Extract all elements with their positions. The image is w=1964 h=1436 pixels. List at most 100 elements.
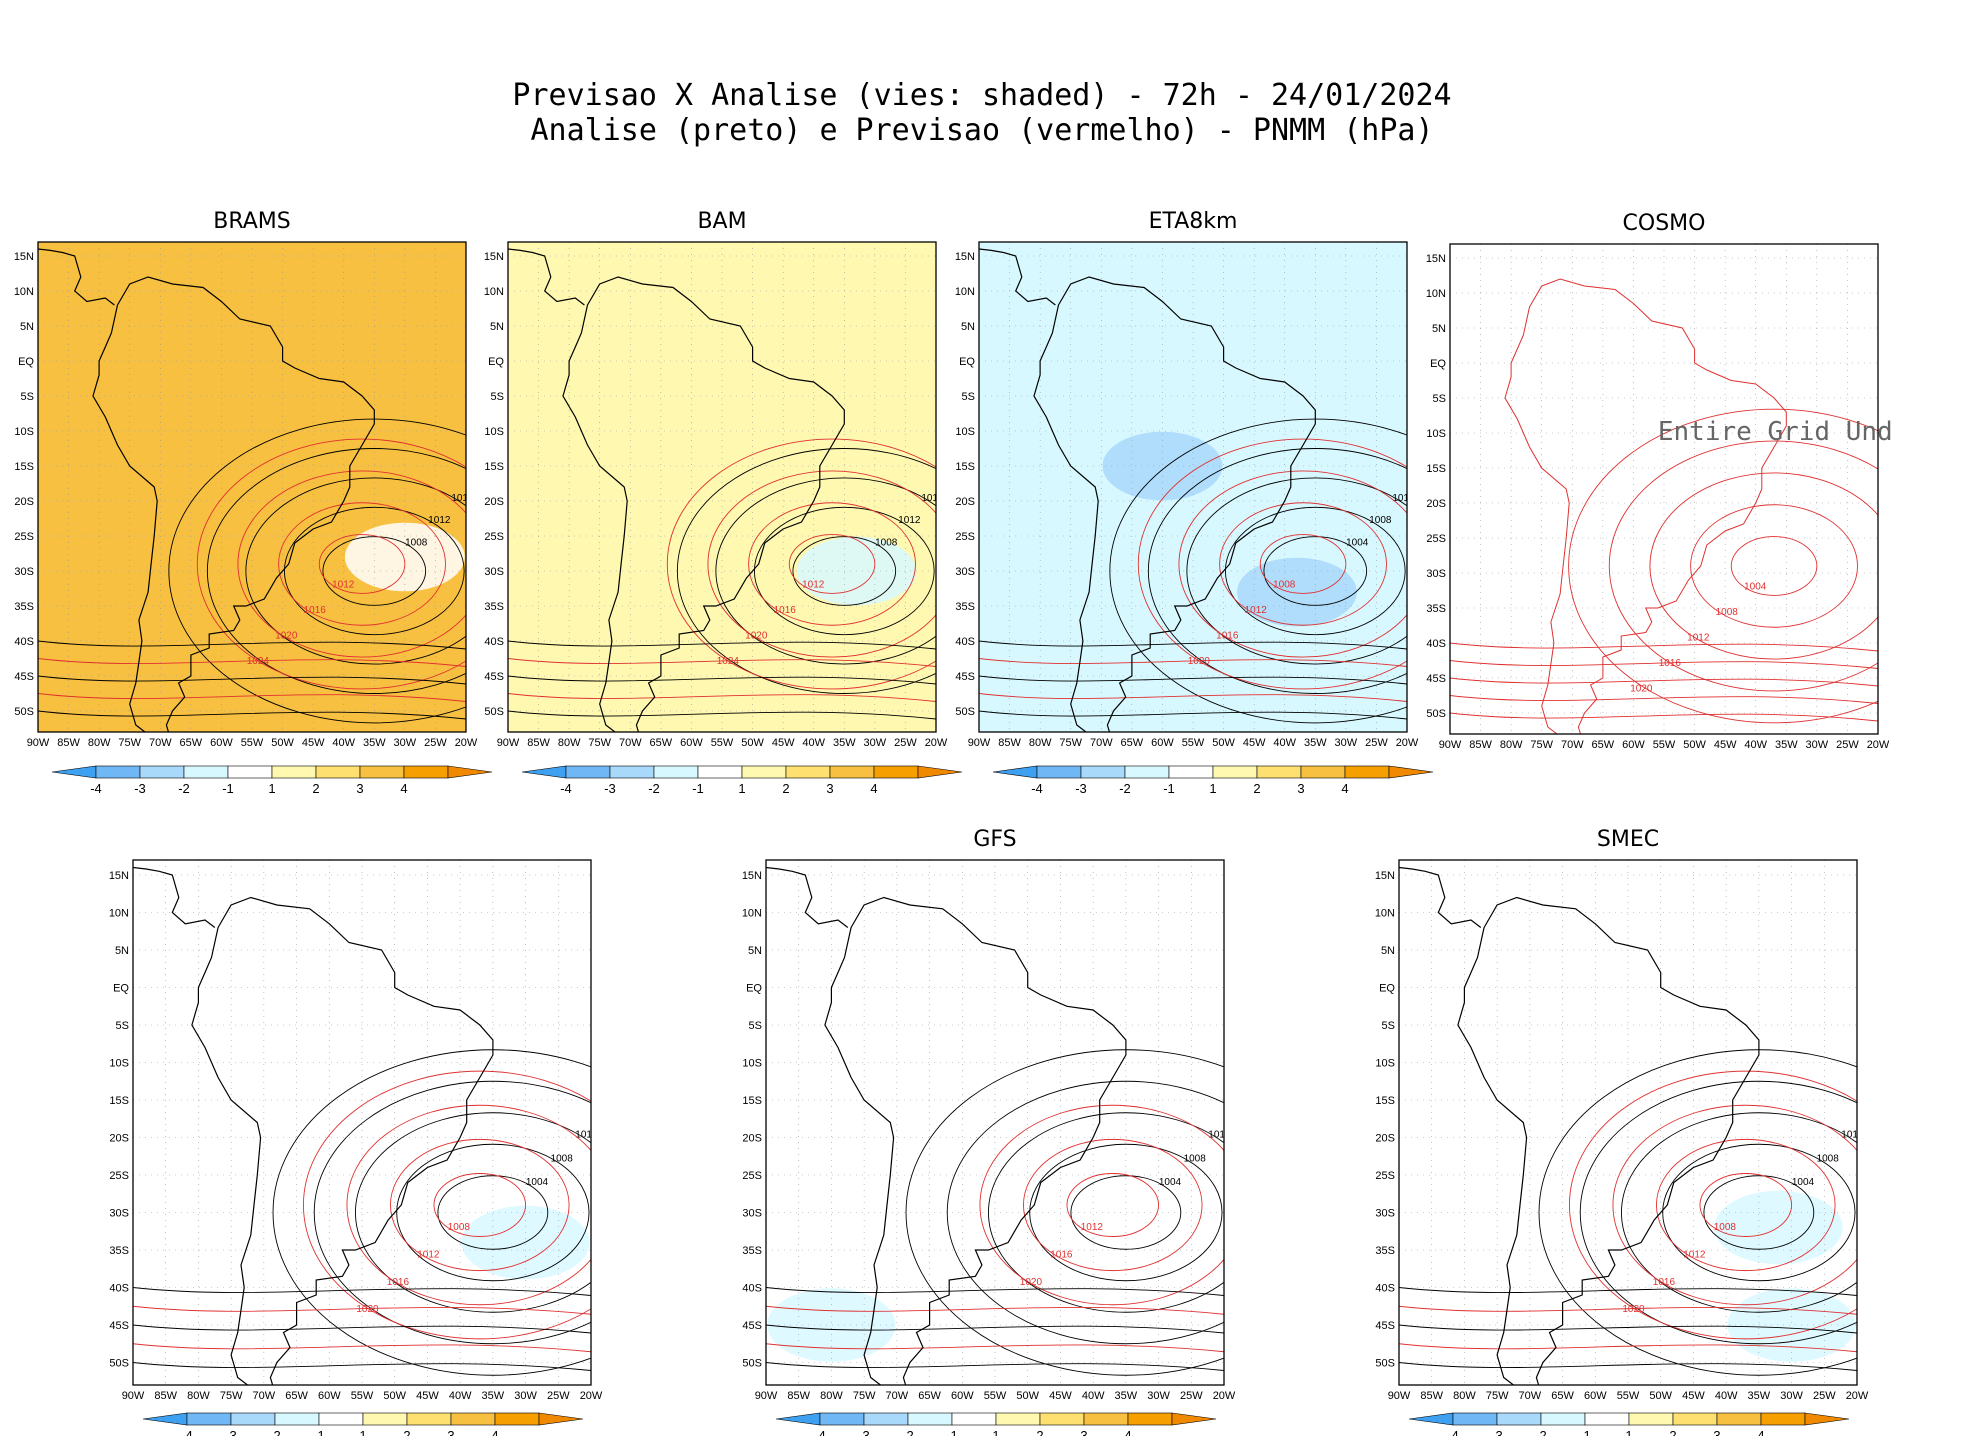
lon-tick-label: 45W xyxy=(302,737,325,749)
forecast-isobar-label: 1012 xyxy=(1081,1222,1104,1233)
lat-tick-label: 25S xyxy=(955,531,975,543)
colorbar-tick-label: -2 xyxy=(1119,781,1131,796)
lat-tick-label: EQ xyxy=(1379,983,1395,995)
lon-tick-label: 20W xyxy=(1213,1390,1236,1402)
analysis-isobar xyxy=(355,1112,591,1313)
lat-tick-label: 30S xyxy=(1426,568,1446,580)
zonal-isobar xyxy=(38,710,466,720)
zonal-isobar xyxy=(1450,695,1878,704)
forecast-isobar-label: 1012 xyxy=(1683,1250,1706,1261)
lat-tick-label: 45S xyxy=(484,671,504,683)
coastline-south-america xyxy=(191,896,494,1385)
lon-tick-label: 35W xyxy=(1748,1390,1771,1402)
forecast-isobar xyxy=(1568,408,1878,724)
lon-tick-label: 60W xyxy=(951,1390,974,1402)
lat-tick-label: 5S xyxy=(21,391,34,403)
colorbar-tick-label: 4 xyxy=(1757,1428,1764,1436)
lat-tick-label: 45S xyxy=(742,1320,762,1332)
lat-tick-label: 5S xyxy=(116,1020,129,1032)
zonal-isobar xyxy=(1399,1287,1857,1296)
lon-tick-label: 90W xyxy=(1439,739,1462,751)
analysis-isobar xyxy=(245,477,466,665)
lon-tick-label: 20W xyxy=(1846,1390,1869,1402)
forecast-isobar-label: 1008 xyxy=(1716,607,1739,618)
colorbar-segment xyxy=(995,1412,1041,1426)
lat-tick-label: 45S xyxy=(109,1320,129,1332)
colorbar-tick-label: -4 xyxy=(814,1428,826,1436)
zonal-isobar xyxy=(979,675,1407,685)
forecast-isobar xyxy=(433,1173,527,1237)
colorbar-segment xyxy=(1584,1412,1630,1426)
lon-tick-label: 35W xyxy=(1115,1390,1138,1402)
lon-tick-label: 70W xyxy=(1561,739,1584,751)
lat-tick-label: EQ xyxy=(18,356,34,368)
forecast-isobar xyxy=(390,1138,570,1272)
colorbar-arrow-low xyxy=(775,1412,821,1426)
lat-tick-label: 30S xyxy=(14,566,34,578)
lon-tick-label: 35W xyxy=(833,737,856,749)
lon-tick-label: 45W xyxy=(1714,739,1737,751)
colorbar-segment xyxy=(829,765,875,779)
zonal-isobar xyxy=(1399,1362,1857,1371)
lon-tick-label: 50W xyxy=(1016,1390,1039,1402)
colorbar-tick-label: 3 xyxy=(356,781,363,796)
colorbar-tick-label: -2 xyxy=(648,781,660,796)
lat-tick-label: 50S xyxy=(742,1358,762,1370)
lon-tick-label: 45W xyxy=(1243,737,1266,749)
lon-tick-label: 70W xyxy=(619,737,642,749)
analysis-isobar xyxy=(676,448,936,694)
zonal-isobar xyxy=(133,1287,591,1296)
lon-tick-label: 85W xyxy=(527,737,550,749)
analysis-isobar xyxy=(1147,448,1407,694)
lat-tick-label: 5N xyxy=(490,321,504,333)
colorbar-tick-label: -4 xyxy=(1447,1428,1459,1436)
colorbar-arrow-low xyxy=(992,765,1038,779)
lon-tick-label: 45W xyxy=(1049,1390,1072,1402)
colorbar-tick-label: 2 xyxy=(1036,1428,1043,1436)
lon-tick-label: 60W xyxy=(1151,737,1174,749)
lat-tick-label: 15N xyxy=(955,251,975,263)
lon-tick-label: 90W xyxy=(497,737,520,749)
lat-tick-label: 35S xyxy=(484,601,504,613)
colorbar-segment xyxy=(1124,765,1170,779)
colorbar-arrow-low xyxy=(521,765,567,779)
zonal-isobar xyxy=(979,693,1407,702)
lon-tick-label: 60W xyxy=(210,737,233,749)
lat-tick-label: 15S xyxy=(484,461,504,473)
lat-tick-label: 40S xyxy=(1375,1283,1395,1295)
forecast-isobar-label: 1020 xyxy=(745,630,768,641)
colorbar-tick-label: -4 xyxy=(1031,781,1043,796)
colorbar-tick-label: -4 xyxy=(181,1428,193,1436)
lat-tick-label: 40S xyxy=(484,636,504,648)
lon-tick-label: 85W xyxy=(57,737,80,749)
lat-tick-label: 15S xyxy=(955,461,975,473)
zonal-isobar xyxy=(133,1362,591,1371)
lat-tick-label: 20S xyxy=(484,496,504,508)
lon-tick-label: 75W xyxy=(1530,739,1553,751)
bias-field xyxy=(133,860,591,1385)
panel-title: BRAMS xyxy=(213,209,290,234)
lon-tick-label: 60W xyxy=(680,737,703,749)
coastline-central-america xyxy=(1399,866,1482,928)
forecast-isobar xyxy=(1608,440,1878,692)
lon-tick-label: 60W xyxy=(1584,1390,1607,1402)
lat-tick-label: 15S xyxy=(1426,463,1446,475)
analysis-isobar xyxy=(313,1080,591,1345)
bias-anomaly-zone xyxy=(1061,1175,1190,1250)
colorbar-arrow-low xyxy=(1408,1412,1454,1426)
lon-tick-label: 25W xyxy=(1836,739,1859,751)
colorbar-tick-label: -2 xyxy=(1535,1428,1547,1436)
colorbar-segment xyxy=(315,765,361,779)
forecast-isobar-label: 1016 xyxy=(1216,630,1239,641)
lon-tick-label: 80W xyxy=(1453,1390,1476,1402)
colorbar-segment xyxy=(359,765,405,779)
forecast-isobar xyxy=(1137,438,1407,690)
lat-tick-label: 35S xyxy=(1426,603,1446,615)
forecast-isobar xyxy=(1219,502,1387,626)
lat-tick-label: 50S xyxy=(14,706,34,718)
bias-anomaly-zone xyxy=(1237,557,1357,627)
map-panel-smec: SMEC 1004 1008 1012 1016 1020 1008 1012 1016 1020… xyxy=(1375,827,1869,1436)
lat-tick-label: 25S xyxy=(14,531,34,543)
lon-tick-label: 30W xyxy=(1780,1390,1803,1402)
